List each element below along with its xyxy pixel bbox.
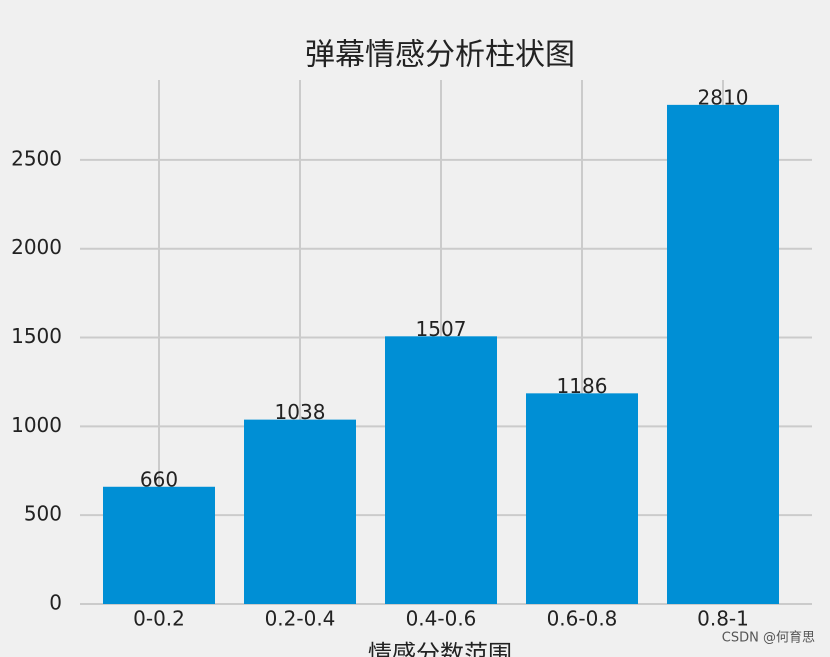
data-label: 2810 <box>698 85 749 109</box>
bar <box>526 393 638 604</box>
x-tick-label: 0.4-0.6 <box>406 607 477 631</box>
data-label: 1186 <box>557 374 608 398</box>
x-tick-label: 0.2-0.4 <box>265 607 336 631</box>
y-tick-label: 1000 <box>11 413 62 437</box>
x-axis-label: 情感分数范围 <box>368 640 512 657</box>
y-tick-label: 2000 <box>11 235 62 259</box>
x-tick-label: 0.8-1 <box>697 607 749 631</box>
bar <box>103 486 215 604</box>
y-tick-label: 2500 <box>11 146 62 170</box>
x-tick-label: 0.6-0.8 <box>547 607 618 631</box>
data-label: 660 <box>140 467 178 491</box>
bar <box>244 419 356 604</box>
chart-title: 弹幕情感分析柱状图 <box>305 38 575 73</box>
x-tick-label: 0-0.2 <box>133 607 185 631</box>
y-tick-label: 0 <box>49 591 62 615</box>
data-label: 1038 <box>275 400 326 424</box>
y-tick-label: 1500 <box>11 324 62 348</box>
watermark: CSDN @何育思 <box>722 630 815 646</box>
data-label: 1507 <box>416 317 467 341</box>
bar <box>667 104 779 604</box>
bar <box>385 336 497 604</box>
y-tick-label: 500 <box>24 502 62 526</box>
